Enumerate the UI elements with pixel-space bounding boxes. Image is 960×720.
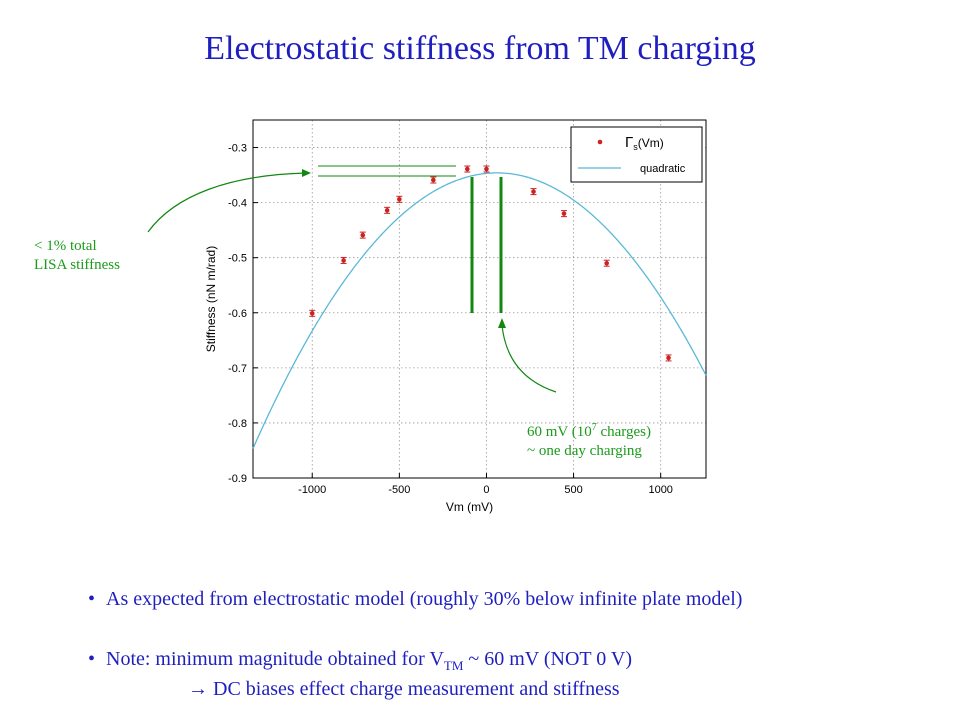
y-tick-label: -0.6 — [228, 308, 247, 320]
slide-title: Electrostatic stiffness from TM charging — [204, 30, 756, 67]
annotation-stiffness-fraction: < 1% total LISA stiffness — [34, 237, 120, 275]
bullet-text-2-post: ~ 60 mV (NOT 0 V) — [463, 648, 633, 670]
x-tick-label: 0 — [483, 484, 489, 496]
y-tick-label: -0.3 — [228, 143, 247, 155]
bullet-text-2-sub: TM — [443, 658, 464, 673]
bullet-item-3: → DC biases effect charge measurement an… — [188, 678, 620, 701]
y-tick-label: -0.5 — [228, 253, 247, 265]
y-tick-label: -0.7 — [228, 363, 247, 375]
legend-box — [570, 126, 703, 183]
bullet-item-2: • Note: minimum magnitude obtained for VT… — [88, 648, 632, 674]
x-axis-label: Vm (mV) — [446, 500, 493, 514]
y-tick-label: -0.9 — [228, 473, 247, 485]
legend-label-points: Γs(Vm) — [625, 134, 664, 152]
bullet-dot: • — [88, 588, 96, 610]
arrow-right-curve — [501, 324, 557, 393]
legend-marker-points — [597, 139, 603, 145]
data-point — [360, 232, 366, 238]
bullet-text-1: As expected from electrostatic model (ro… — [106, 588, 743, 610]
data-point — [484, 166, 489, 172]
data-point — [309, 311, 315, 316]
data-point — [604, 260, 609, 266]
quadratic-fit-line — [252, 172, 707, 449]
x-tick-label: 500 — [564, 484, 582, 496]
data-point — [561, 211, 567, 216]
annotation-left-line2: LISA stiffness — [34, 257, 120, 273]
y-axis-label: Stiffness (nN m/rad) — [204, 246, 218, 352]
annotation-left-line1: < 1% total — [34, 238, 97, 254]
right-arrow-icon: → — [188, 678, 208, 700]
bullet-dot: • — [88, 648, 96, 670]
data-point — [397, 197, 402, 202]
x-tick-label: -500 — [388, 484, 410, 496]
bullet-text-2-pre: Note: minimum magnitude obtained for V — [106, 648, 444, 670]
arrow-left-head — [302, 169, 311, 177]
y-tick-label: -0.8 — [228, 418, 247, 430]
x-tick-label: 1000 — [648, 484, 672, 496]
data-point — [341, 258, 346, 263]
annotation-right-pre: 60 mV (10 — [527, 424, 592, 440]
legend-label-quadratic: quadratic — [640, 163, 686, 175]
x-tick-label: -1000 — [298, 484, 326, 496]
arrow-left-curve — [147, 172, 307, 233]
data-point — [384, 208, 390, 213]
annotation-charging: 60 mV (107 charges) ~ one day charging — [527, 418, 651, 461]
data-point — [465, 166, 470, 172]
bullet-text-3: DC biases effect charge measurement and … — [208, 678, 620, 700]
annotation-right-line1: 60 mV (107 charges) — [527, 418, 651, 442]
data-point — [666, 355, 671, 361]
data-point — [431, 177, 436, 183]
data-point — [531, 189, 536, 194]
annotation-right-line2: ~ one day charging — [527, 443, 642, 459]
annotation-right-post: charges) — [596, 424, 652, 440]
arrow-right-head — [498, 318, 506, 328]
bullet-item-1: • As expected from electrostatic model (r… — [88, 588, 742, 611]
y-tick-label: -0.4 — [228, 198, 247, 210]
plot-frame — [252, 119, 707, 479]
annotation-right-sup: 7 — [591, 422, 597, 433]
